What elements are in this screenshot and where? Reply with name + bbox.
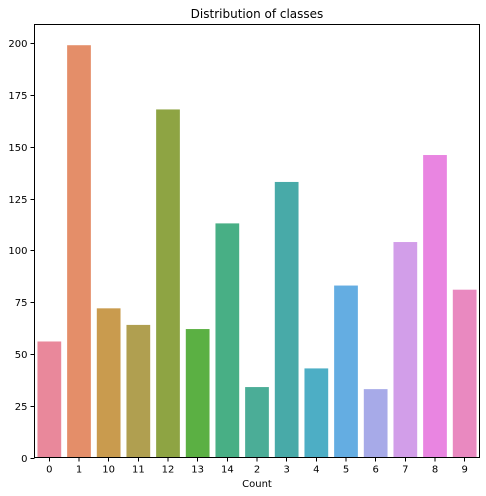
y-tick-label: 125 — [8, 195, 27, 206]
x-tick-label: 6 — [372, 465, 378, 476]
bar-8 — [423, 155, 447, 458]
y-tick-label: 200 — [8, 39, 27, 50]
bars-group — [37, 45, 477, 458]
x-tick-label: 4 — [313, 465, 319, 476]
bar-3 — [274, 181, 299, 458]
bar-2 — [245, 387, 269, 458]
x-tick-label: 13 — [191, 465, 204, 476]
bar-0 — [37, 341, 62, 458]
x-axis-label: Count — [242, 479, 272, 490]
y-tick-label: 0 — [21, 454, 27, 465]
bar-13 — [185, 329, 210, 458]
bar-4 — [304, 368, 329, 458]
x-tick-label: 8 — [432, 465, 438, 476]
bar-9 — [452, 289, 477, 458]
x-tick-label: 11 — [132, 465, 145, 476]
bar-11 — [126, 324, 151, 458]
x-tick-label: 5 — [343, 465, 349, 476]
y-tick-label: 75 — [15, 298, 28, 309]
chart-title: Distribution of classes — [191, 7, 324, 21]
y-tick-label: 150 — [8, 143, 27, 154]
bar-10 — [96, 308, 121, 458]
plot-frame — [34, 24, 480, 458]
bar-5 — [334, 285, 358, 458]
x-tick-label: 9 — [461, 465, 467, 476]
y-tick-label: 175 — [8, 91, 27, 102]
bar-1 — [67, 45, 91, 458]
x-tick-label: 3 — [283, 465, 289, 476]
bar-14 — [215, 223, 240, 458]
x-tick-label: 12 — [162, 465, 175, 476]
bar-7 — [393, 242, 418, 458]
x-tick-label: 14 — [221, 465, 234, 476]
bar-12 — [156, 109, 180, 458]
x-tick-label: 10 — [102, 465, 115, 476]
y-tick-label: 50 — [15, 350, 28, 361]
x-tick-label: 7 — [402, 465, 408, 476]
y-tick-label: 100 — [8, 246, 27, 257]
x-tick-label: 0 — [46, 465, 52, 476]
bar-6 — [363, 389, 388, 458]
y-tick-label: 25 — [15, 402, 28, 413]
x-tick-label: 1 — [76, 465, 82, 476]
x-tick-label: 2 — [254, 465, 260, 476]
x-axis: 0 1 10 11 12 13 14 2 3 4 5 6 7 8 9 — [46, 457, 468, 476]
y-axis: 0 25 50 75 100 125 150 175 200 — [8, 39, 35, 465]
